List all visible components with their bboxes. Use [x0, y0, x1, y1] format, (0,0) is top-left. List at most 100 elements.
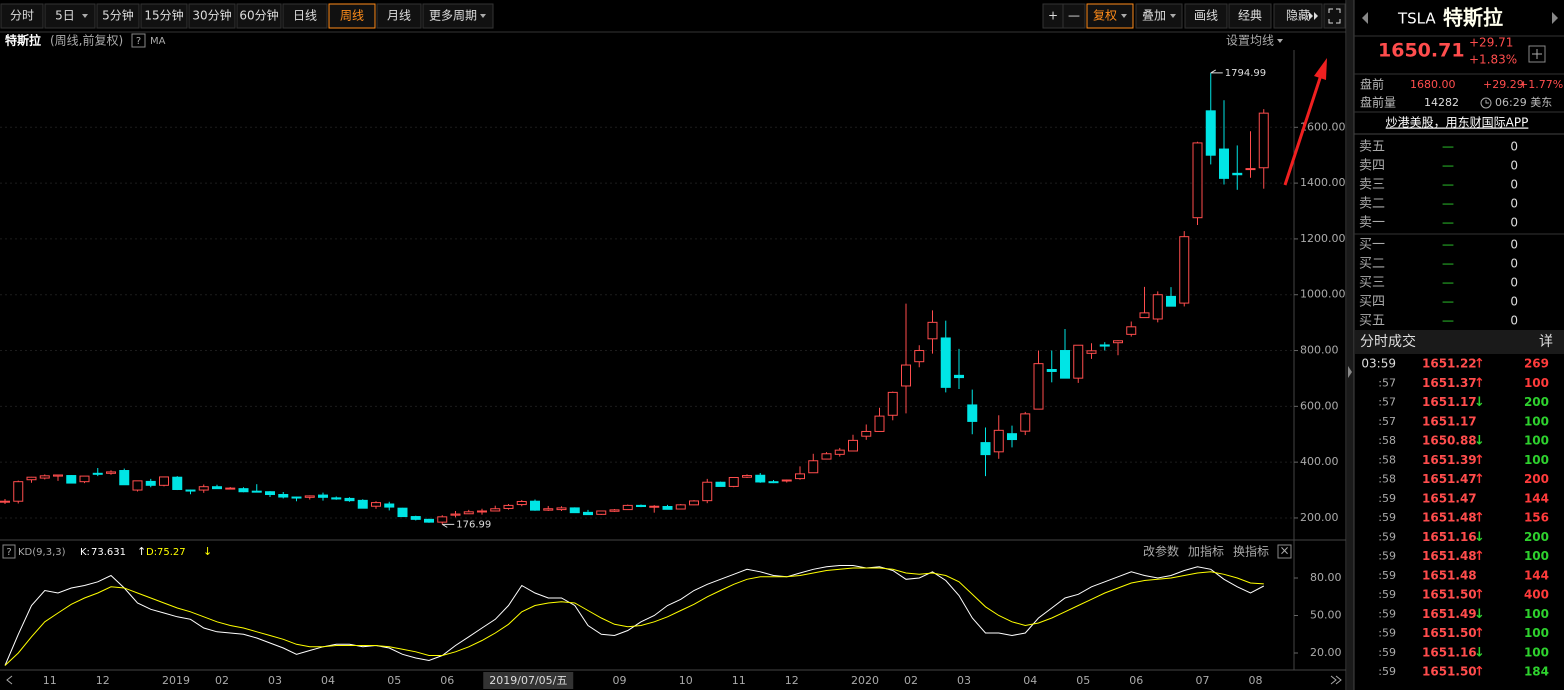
period-button[interactable]: [0, 3, 44, 29]
y-tick-label: 1200.00: [1300, 232, 1346, 245]
book-price: —: [1442, 295, 1454, 309]
trade-price: 1651.47: [1422, 491, 1477, 505]
candle-body: [795, 473, 805, 480]
period-label[interactable]: 5日: [55, 9, 75, 23]
trade-time: :59: [1378, 550, 1396, 563]
pre-change: +29.29: [1483, 78, 1524, 91]
candle-body: [251, 490, 262, 493]
tool-label[interactable]: —: [1068, 9, 1080, 23]
clock-icon: [1480, 97, 1492, 109]
period-button[interactable]: [422, 3, 494, 29]
period-label[interactable]: 分时: [10, 9, 34, 23]
tool-label[interactable]: 经典: [1238, 9, 1262, 23]
legend-arrow: ↑: [137, 545, 146, 558]
period-label[interactable]: 5分钟: [102, 8, 134, 23]
close[interactable]: ×: [1279, 544, 1289, 558]
candle-body: [238, 488, 249, 493]
candle-body: [940, 337, 951, 388]
pre-vol: 14282: [1424, 96, 1459, 109]
trade-time: :59: [1378, 607, 1396, 620]
x-tick-label: 05: [387, 674, 401, 687]
period-label[interactable]: 周线: [340, 9, 364, 23]
kd-action[interactable]: 改参数: [1143, 544, 1179, 559]
promo[interactable]: 炒港美股，用东财国际APP: [1386, 116, 1529, 130]
book-volume: 0: [1510, 257, 1518, 271]
candle-body: [278, 494, 289, 498]
kd-action[interactable]: 加指标: [1188, 544, 1224, 559]
period-label[interactable]: 60分钟: [239, 8, 278, 23]
tool-button[interactable]: [1228, 3, 1272, 29]
help-box[interactable]: [131, 33, 146, 48]
ma-setting[interactable]: 设置均线: [1226, 34, 1274, 48]
tool-label[interactable]: 隐藏: [1286, 9, 1310, 23]
cursor-box: [483, 672, 574, 689]
period-button[interactable]: [140, 3, 188, 29]
next-stock[interactable]: [1552, 12, 1558, 24]
x-scroll-left[interactable]: [6, 675, 13, 685]
candle-body: [371, 502, 381, 507]
candle-body: [53, 474, 63, 477]
trade-arrow: ↑: [1474, 665, 1485, 680]
period-button[interactable]: [236, 3, 282, 29]
fullscreen-button[interactable]: [1323, 3, 1346, 29]
add-icon[interactable]: [1532, 49, 1542, 59]
add-button[interactable]: [1528, 45, 1546, 63]
candle-body: [980, 442, 991, 456]
candle-body: [1258, 112, 1269, 169]
period-label[interactable]: 月线: [387, 9, 411, 23]
pre-label: 盘前: [1360, 77, 1384, 92]
candle-body: [569, 507, 580, 514]
period-label[interactable]: 更多周期: [429, 9, 477, 23]
candle-body: [715, 481, 726, 487]
help[interactable]: ?: [136, 36, 141, 47]
close-box[interactable]: [1277, 544, 1292, 559]
candle-body: [212, 486, 222, 490]
tool-label[interactable]: 画线: [1194, 9, 1218, 23]
period-button[interactable]: [282, 3, 328, 29]
prev-stock[interactable]: [1362, 12, 1368, 24]
fullscreen-icon[interactable]: [1328, 8, 1341, 24]
help-box[interactable]: [2, 544, 16, 559]
candle-body: [92, 472, 103, 475]
tool-button[interactable]: [1062, 3, 1086, 29]
period-label[interactable]: 日线: [293, 9, 317, 23]
candle-body: [993, 429, 1004, 453]
trade-price: 1651.16: [1422, 645, 1477, 659]
scrollbar[interactable]: [1347, 0, 1354, 690]
trades-more[interactable]: 详: [1539, 334, 1553, 350]
candle-body: [1046, 369, 1057, 372]
help[interactable]: ?: [6, 547, 11, 558]
trade-price: 1651.22: [1422, 357, 1477, 371]
tool-label[interactable]: 复权: [1093, 9, 1117, 23]
period-label[interactable]: 30分钟: [192, 8, 231, 23]
kd-action[interactable]: 换指标: [1233, 544, 1269, 559]
candle-body: [304, 495, 315, 498]
period-button[interactable]: [44, 3, 96, 29]
period-button[interactable]: [188, 3, 236, 29]
period-button[interactable]: [96, 3, 140, 29]
candle-body: [702, 481, 713, 502]
x-scroll-right[interactable]: [1330, 675, 1342, 685]
period-label[interactable]: 15分钟: [144, 8, 183, 23]
candle-body: [357, 499, 368, 509]
trade-price: 1651.37: [1422, 376, 1477, 390]
hide-icon[interactable]: [1309, 12, 1318, 20]
candle-body: [1099, 344, 1110, 347]
trade-price: 1650.88: [1422, 434, 1477, 448]
trade-volume: 200: [1524, 530, 1549, 544]
x-tick-label: 02: [215, 674, 229, 687]
book-volume: 0: [1510, 295, 1518, 309]
tool-button[interactable]: [1184, 3, 1228, 29]
candle-body: [437, 516, 448, 523]
tool-label[interactable]: 叠加: [1142, 9, 1166, 23]
trades-header: [1355, 330, 1564, 354]
tool-label[interactable]: +: [1048, 9, 1058, 23]
scroll-arrow[interactable]: [1348, 366, 1352, 378]
book-price: —: [1442, 238, 1454, 252]
period-button[interactable]: [328, 3, 376, 29]
trade-volume: 100: [1524, 626, 1549, 640]
trade-time: :59: [1378, 646, 1396, 659]
period-button[interactable]: [376, 3, 422, 29]
y-tick-label: 200.00: [1300, 511, 1339, 524]
